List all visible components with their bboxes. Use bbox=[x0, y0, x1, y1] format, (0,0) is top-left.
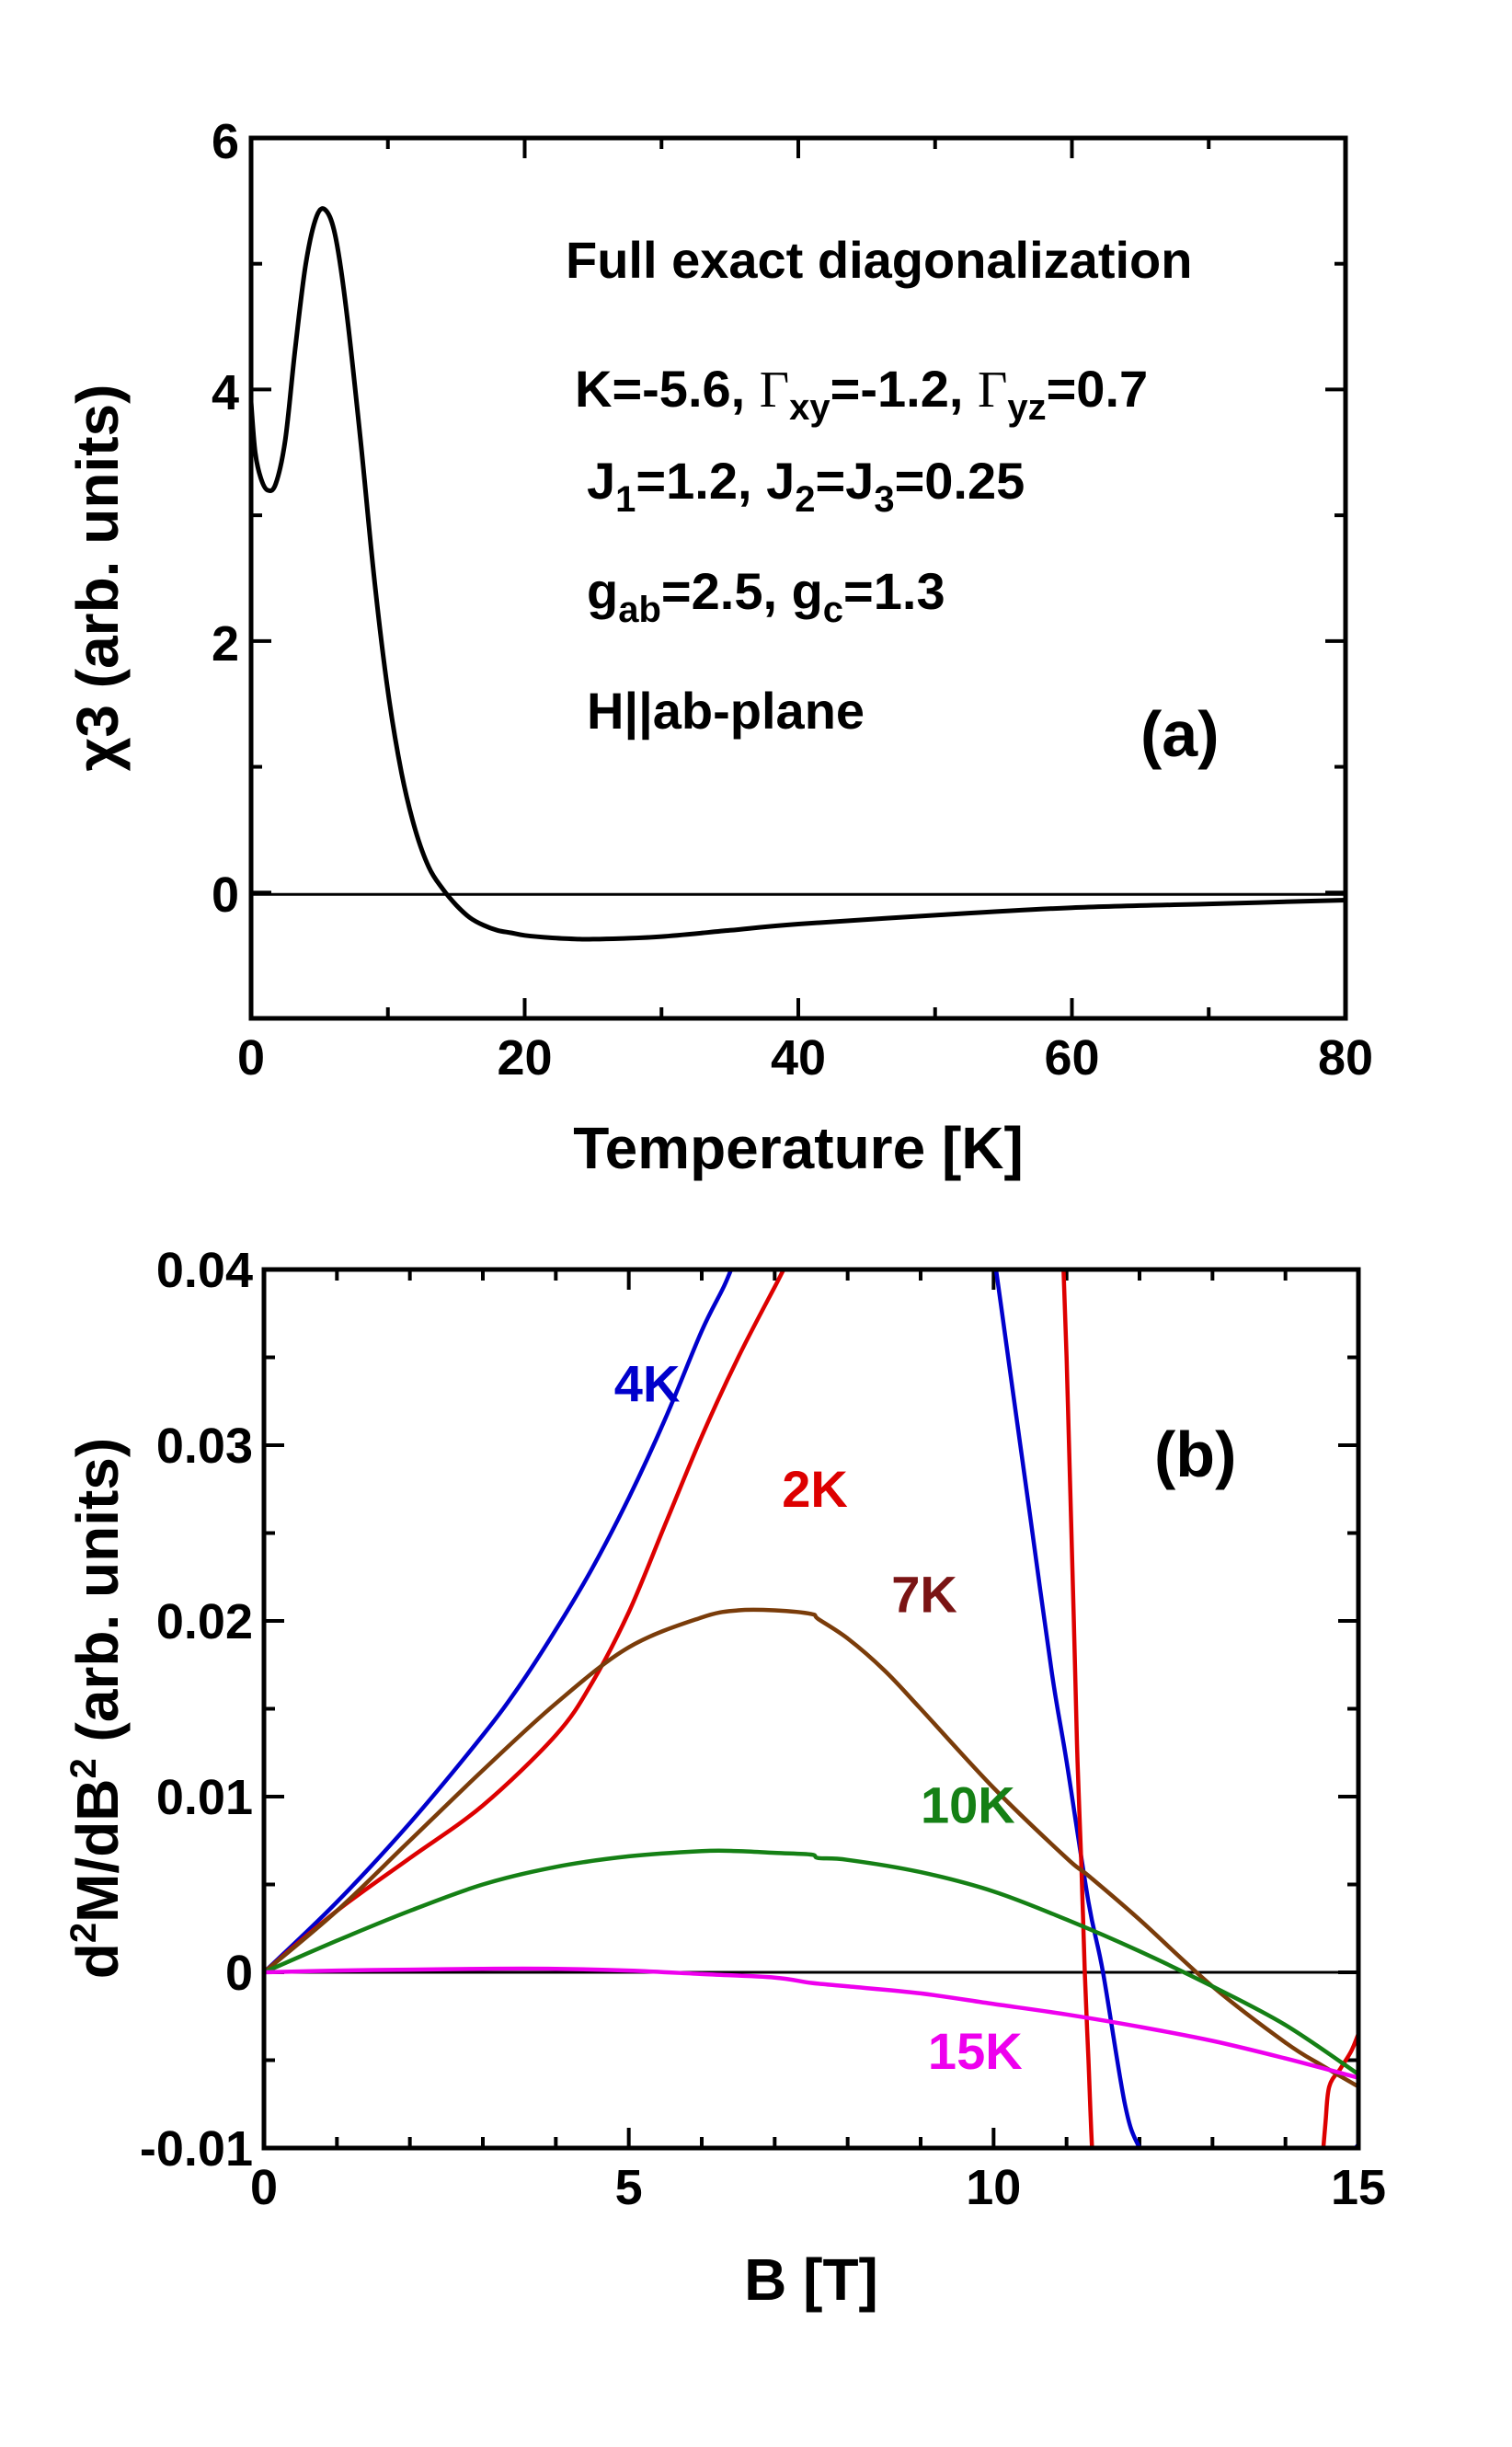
x-axis-title: Temperature [K] bbox=[573, 1115, 1024, 1181]
series-label-10k: 10K bbox=[921, 1776, 1015, 1834]
series-label-4k: 4K bbox=[614, 1354, 681, 1412]
annotation-field-direction: H||ab-plane bbox=[587, 682, 865, 741]
x-tick-label: 10 bbox=[966, 2160, 1021, 2215]
x-tick-label: 40 bbox=[771, 1030, 826, 1086]
y-tick-label: 0.04 bbox=[156, 1243, 253, 1298]
series-line-15k bbox=[264, 1966, 1358, 2080]
series-line-4k bbox=[993, 1269, 1142, 2148]
series-line-2k bbox=[264, 1269, 786, 1974]
y-tick-label: 0 bbox=[225, 1946, 253, 2001]
series-line-4k bbox=[264, 1269, 734, 1974]
series-labels: 4K 2K 7K 10K 15K bbox=[614, 1354, 1023, 2080]
y-axis-title: χ3 (arb. units) bbox=[64, 385, 131, 772]
series-line-2k bbox=[1321, 2032, 1358, 2148]
series-line-10k bbox=[264, 1848, 1358, 2076]
x-tick-labels: 0 20 40 60 80 bbox=[237, 1030, 1373, 1086]
y-tick-label: 4 bbox=[212, 365, 239, 420]
series-group bbox=[251, 206, 1346, 942]
y-tick-label: 2 bbox=[212, 616, 239, 672]
annotation-couplings-k-gamma: K=-5.6, Γxy=-1.2, Γyz=0.7 bbox=[575, 360, 1148, 428]
series-line-2k bbox=[1061, 1269, 1094, 2148]
y-tick-label: -0.01 bbox=[140, 2121, 253, 2177]
x-tick-label: 20 bbox=[497, 1030, 552, 1086]
x-tick-labels: 0 5 10 15 bbox=[250, 2160, 1386, 2215]
series-line-7k bbox=[264, 1607, 1358, 2089]
y-tick-label: 0.03 bbox=[156, 1419, 253, 1474]
series-label-2k: 2K bbox=[782, 1460, 848, 1518]
series-label-7k: 7K bbox=[891, 1565, 957, 1623]
x-tick-label: 80 bbox=[1318, 1030, 1373, 1086]
x-tick-label: 60 bbox=[1044, 1030, 1099, 1086]
x-axis-title: B [T] bbox=[744, 2246, 878, 2313]
annotation-g-factors: gab=2.5, gc=1.3 bbox=[587, 562, 945, 630]
panel-label-b: (b) bbox=[1154, 1419, 1236, 1490]
x-tick-label: 0 bbox=[250, 2160, 278, 2215]
panel-label-a: (a) bbox=[1140, 698, 1220, 770]
x-tick-label: 15 bbox=[1331, 2160, 1386, 2215]
y-axis-title: d2M/dB2 (arb. units) bbox=[63, 1438, 131, 1979]
series-label-15k: 15K bbox=[928, 2022, 1023, 2080]
y-tick-label: 0.01 bbox=[156, 1770, 253, 1825]
tick-marks bbox=[262, 1268, 1360, 2150]
annotation-method: Full exact diagonalization bbox=[566, 231, 1192, 289]
panel-b: 0 5 10 15 -0.01 0 0.01 0.02 0.03 0.04 B … bbox=[63, 1243, 1386, 2313]
y-tick-labels: 0 2 4 6 bbox=[212, 114, 239, 923]
x-tick-label: 0 bbox=[237, 1030, 265, 1086]
y-tick-label: 6 bbox=[212, 114, 239, 169]
y-tick-labels: -0.01 0 0.01 0.02 0.03 0.04 bbox=[140, 1243, 253, 2177]
annotation-block: Full exact diagonalization K=-5.6, Γxy=-… bbox=[566, 231, 1192, 741]
series-group bbox=[264, 1269, 1358, 2148]
series-line-chi3 bbox=[251, 206, 1346, 942]
y-tick-label: 0.02 bbox=[156, 1594, 253, 1649]
annotation-couplings-j: J1=1.2, J2=J3=0.25 bbox=[587, 452, 1025, 520]
panel-a: 0 20 40 60 80 0 2 4 6 Temperature [K] χ3… bbox=[64, 114, 1373, 1181]
plot-frame bbox=[261, 1267, 1361, 2151]
x-tick-label: 5 bbox=[615, 2160, 643, 2215]
y-tick-label: 0 bbox=[212, 867, 239, 923]
plot-frame bbox=[248, 135, 1348, 1021]
